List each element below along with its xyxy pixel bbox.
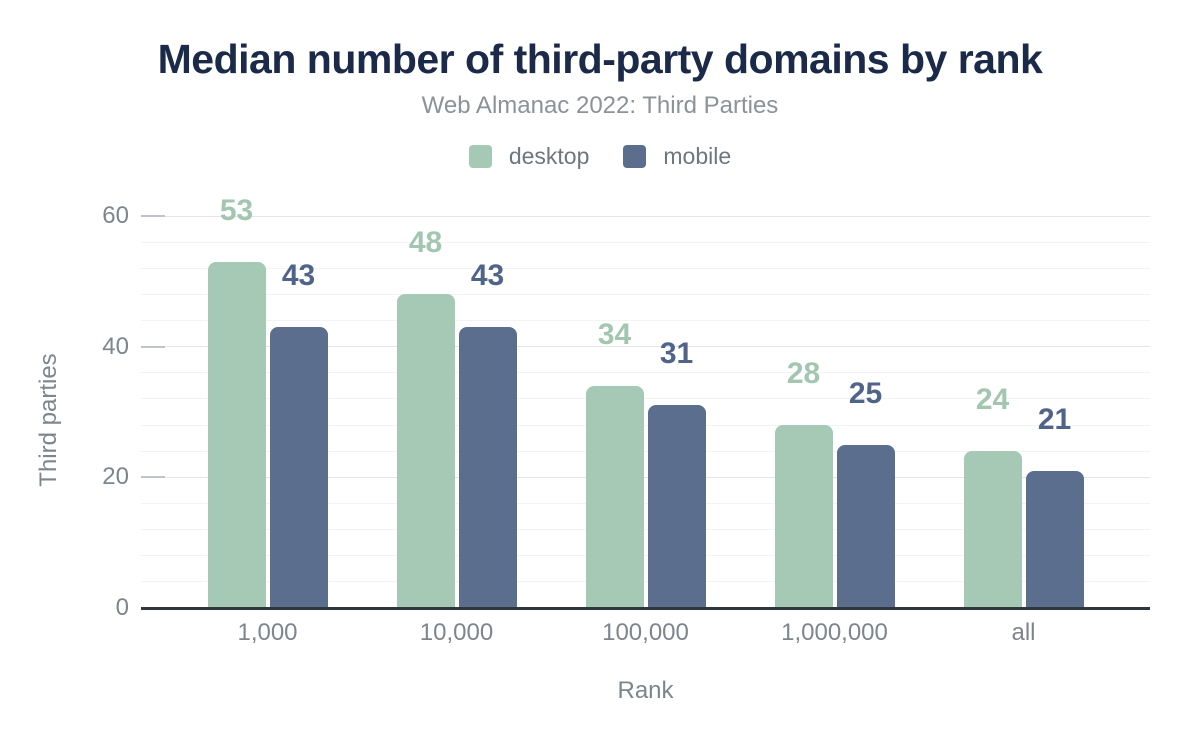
gridline-minor — [141, 450, 1150, 452]
chart-subtitle: Web Almanac 2022: Third Parties — [421, 92, 779, 119]
bar-desktop-all — [963, 451, 1022, 608]
gridline-minor — [141, 555, 1150, 557]
chart-legend: desktop mobile — [0, 145, 1200, 168]
legend-item-desktop: desktop — [468, 143, 590, 169]
x-tick-label: 10,000 — [419, 619, 494, 646]
x-tick-label: all — [1011, 619, 1036, 646]
gridline-minor — [141, 398, 1150, 400]
bar-value-mobile-1000: 43 — [281, 259, 316, 293]
bar-desktop-100000 — [585, 385, 644, 608]
gridline-major — [141, 215, 1150, 217]
bar-mobile-1000000 — [836, 444, 895, 608]
y-tick-mark — [141, 345, 165, 348]
gridline-minor — [141, 320, 1150, 322]
x-axis-title: Rank — [617, 677, 674, 704]
gridline-minor — [141, 502, 1150, 504]
y-tick-mark — [141, 215, 165, 217]
gridline-minor — [141, 529, 1150, 531]
gridline-minor — [141, 267, 1150, 269]
bar-value-desktop-1000000: 28 — [786, 357, 821, 391]
bar-value-mobile-1000000: 25 — [848, 376, 883, 410]
gridline-major — [141, 346, 1150, 348]
y-tick-label: 40 — [102, 332, 129, 360]
legend-swatch-mobile — [623, 145, 647, 168]
x-tick-label: 100,000 — [602, 619, 689, 646]
x-tick-label: 1,000 — [237, 619, 298, 646]
gridline-minor — [141, 581, 1150, 583]
legend-item-mobile: mobile — [623, 145, 731, 168]
bar-mobile-all — [1025, 470, 1084, 608]
plot-area: 0 20 40 60 53 43 1,000 48 43 10,000 34 31 100,000 28 2… — [102, 195, 1150, 646]
bar-desktop-10000 — [396, 294, 455, 608]
bar-value-mobile-all: 21 — [1037, 402, 1072, 436]
bar-desktop-1000000 — [774, 425, 833, 608]
x-tick-label: 1,000,000 — [781, 619, 888, 646]
bar-mobile-100000 — [647, 405, 706, 608]
gridline-minor — [141, 241, 1150, 243]
chart-title: Median number of third-party domains by … — [157, 36, 1043, 82]
gridline-minor — [141, 424, 1150, 426]
y-tick-label: 60 — [102, 202, 129, 229]
bar-mobile-1000 — [269, 327, 328, 608]
legend-swatch-desktop — [468, 145, 492, 168]
bar-value-desktop-1000: 53 — [219, 193, 254, 227]
y-tick-mark — [141, 476, 165, 479]
y-tick-label: 0 — [115, 594, 129, 621]
legend-label-desktop: desktop — [508, 143, 590, 169]
bar-value-desktop-10000: 48 — [408, 226, 443, 260]
gridline-minor — [141, 293, 1150, 295]
legend-label-mobile: mobile — [663, 143, 732, 169]
y-tick-label: 20 — [102, 463, 129, 491]
gridline-major — [141, 476, 1150, 478]
bar-value-mobile-100000: 31 — [659, 337, 694, 371]
x-axis-line — [141, 607, 1150, 610]
bar-mobile-10000 — [458, 327, 517, 608]
bar-desktop-1000 — [207, 261, 266, 608]
bar-value-desktop-100000: 34 — [597, 317, 632, 351]
gridline-minor — [141, 372, 1150, 374]
bar-value-mobile-10000: 43 — [470, 259, 505, 293]
bar-value-desktop-all: 24 — [975, 383, 1010, 417]
y-axis-title: Third parties — [35, 353, 62, 487]
